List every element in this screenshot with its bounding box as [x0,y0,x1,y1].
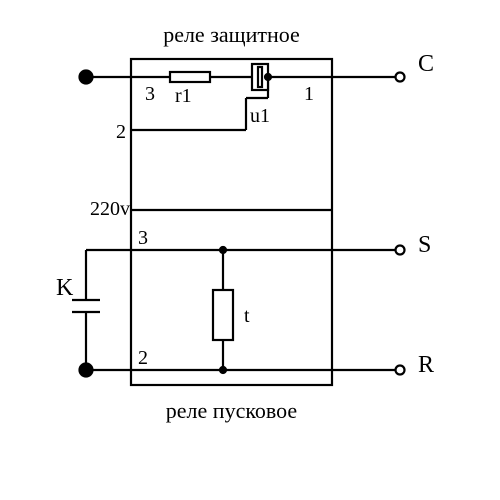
pin-2b: 2 [138,347,148,369]
label-t: t [244,305,250,327]
resistor-r1 [170,72,210,82]
label-s: S [418,232,431,258]
pin-1: 1 [304,83,314,105]
label-r: R [418,352,434,378]
pin-2a: 2 [116,121,126,143]
title-top: реле защитное [163,22,300,47]
label-220v: 220v [90,198,130,220]
pin-3a: 3 [145,83,155,105]
label-k: K [56,275,74,301]
component-t [213,290,233,340]
title-bottom: реле пусковое [166,398,297,423]
label-c: C [418,51,434,77]
label-r1: r1 [175,85,192,107]
label-u1: u1 [250,105,270,127]
pin-3b: 3 [138,227,148,249]
